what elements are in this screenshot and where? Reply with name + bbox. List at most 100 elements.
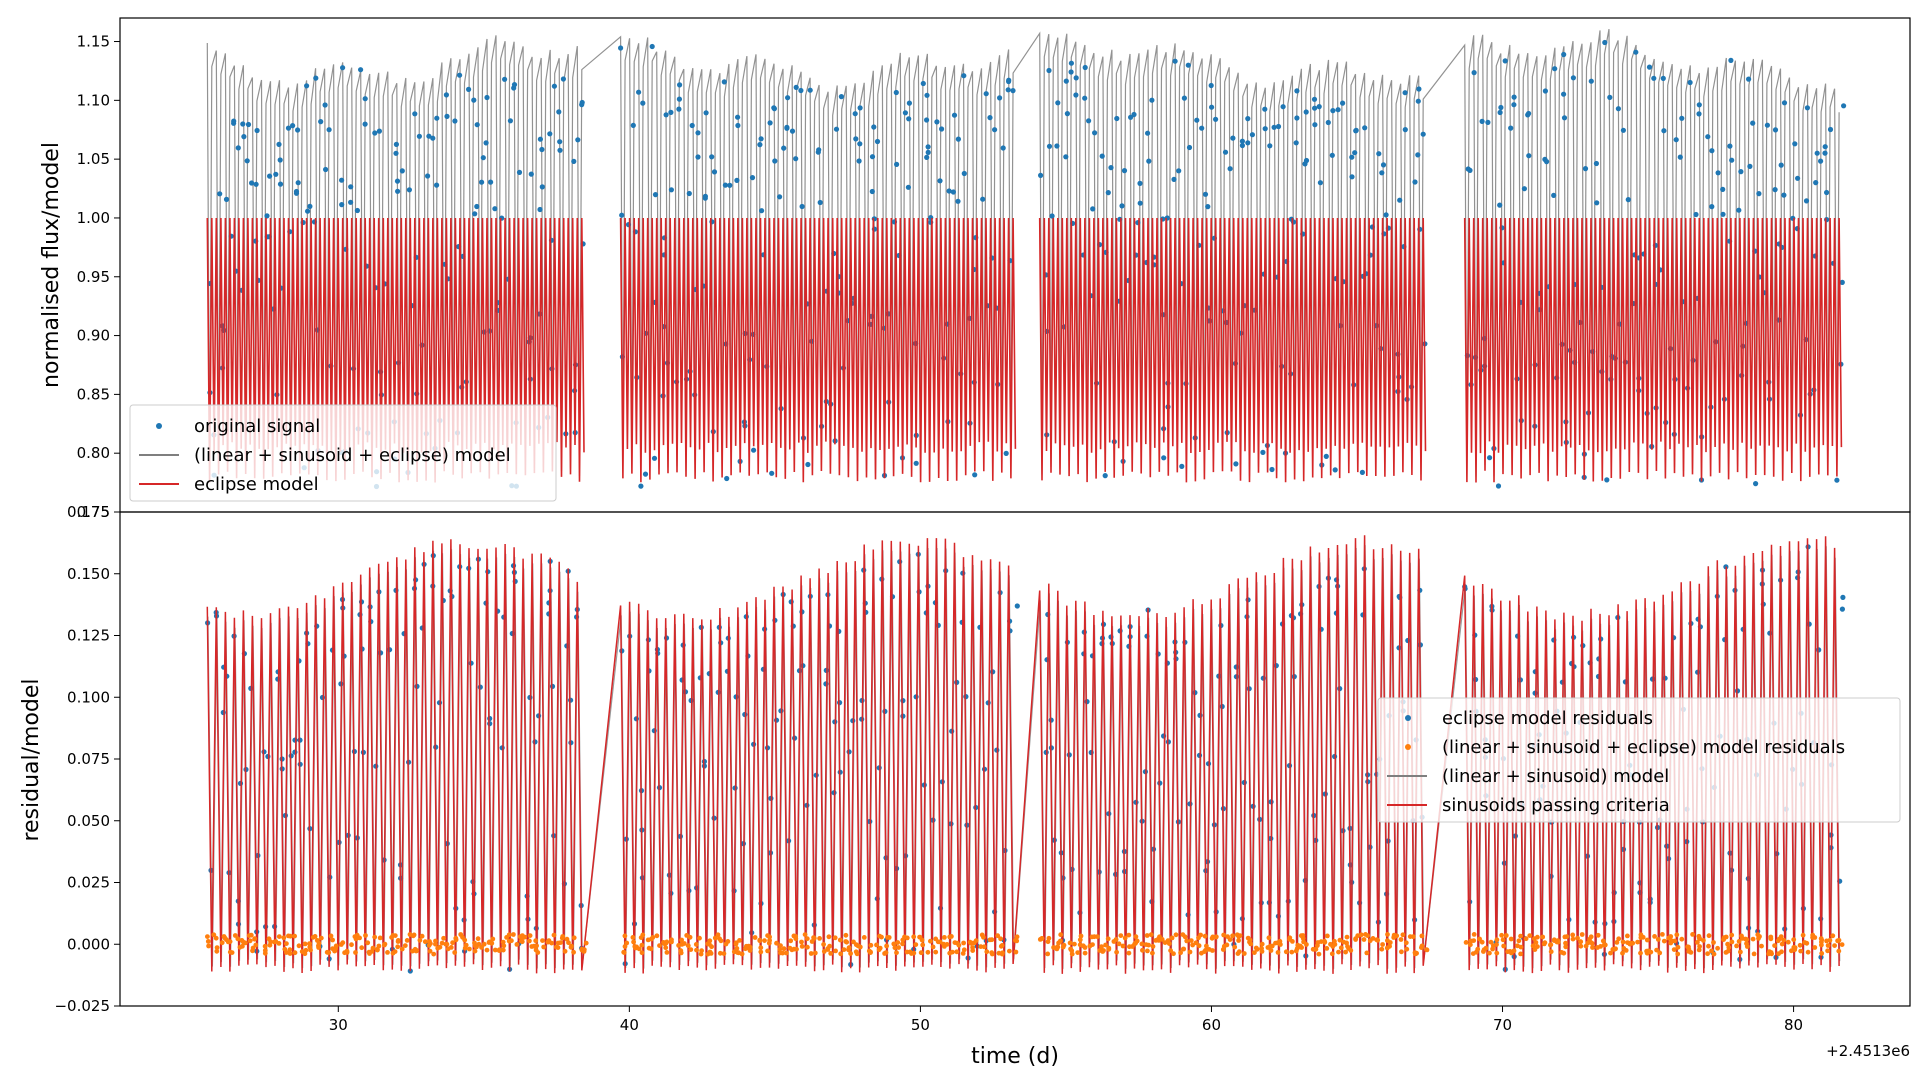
original-signal-point [997, 95, 1003, 101]
original-signal-point [663, 112, 669, 118]
full-model-residual-point [784, 950, 789, 956]
original-signal-point [906, 116, 912, 122]
original-signal-point [273, 171, 279, 177]
full-model-residual-point [669, 939, 674, 945]
original-signal-point [1402, 90, 1408, 96]
original-signal-point [1495, 483, 1502, 489]
full-model-residual-point [1045, 951, 1051, 957]
original-signal-point [925, 149, 931, 155]
original-signal-point [277, 157, 283, 163]
full-model-residual-point [718, 938, 724, 944]
full-model-residual-point [1140, 947, 1145, 953]
original-signal-point [807, 87, 813, 93]
full-model-residual-point [1337, 937, 1343, 943]
original-signal-point [551, 83, 558, 89]
full-model-residual-point [733, 941, 739, 947]
original-signal-point [619, 212, 625, 218]
original-signal-point [1813, 180, 1819, 186]
original-signal-point [1108, 165, 1114, 171]
full-model-residual-point [1387, 940, 1393, 945]
original-signal-point [528, 171, 534, 177]
original-signal-point [1727, 143, 1733, 149]
original-signal-point [1131, 111, 1137, 118]
full-model-residual-point [476, 941, 482, 947]
original-signal-point [293, 188, 300, 195]
full-model-residual-point [1561, 950, 1567, 956]
original-signal-point [1412, 179, 1418, 185]
original-signal-point [798, 87, 804, 94]
original-signal-point [833, 126, 840, 132]
original-signal-point [537, 206, 543, 213]
full-model-residual-point [1353, 936, 1358, 942]
full-model-residual-point [1173, 932, 1179, 938]
full-model-residual-point [540, 938, 545, 943]
full-model-residual-point [303, 947, 309, 953]
full-model-residual-point [281, 935, 287, 941]
full-model-residual-point [316, 945, 321, 950]
full-model-residual-point [821, 942, 826, 947]
full-model-residual-point [752, 935, 758, 940]
original-signal-point [1121, 168, 1128, 174]
original-signal-point [695, 130, 701, 136]
original-signal-point [307, 203, 313, 209]
original-signal-point [934, 119, 940, 125]
original-signal-point [1114, 115, 1120, 122]
original-signal-point [893, 89, 899, 96]
original-signal-point [1818, 158, 1824, 164]
full-model-residual-point [877, 933, 882, 939]
original-signal-point [358, 67, 364, 73]
original-signal-point [1312, 122, 1318, 128]
original-signal-point [1561, 91, 1567, 97]
full-model-residual-point [1248, 941, 1254, 947]
full-model-residual-point [308, 947, 313, 953]
eclipse-residual-point [837, 700, 843, 706]
full-model-residual-point [287, 951, 293, 956]
original-signal-point [1046, 143, 1053, 149]
full-model-residual-point [1220, 947, 1226, 952]
full-model-residual-point [1706, 933, 1712, 939]
eclipse-residual-point [261, 749, 267, 755]
full-model-residual-point [1715, 945, 1720, 951]
full-model-residual-point [395, 938, 401, 943]
eclipse-residual-point [1816, 647, 1822, 653]
full-model-residual-point [837, 937, 843, 943]
full-model-residual-point [1471, 938, 1477, 943]
original-signal-point [1267, 143, 1273, 149]
original-signal-point [777, 194, 783, 200]
original-signal-point [323, 166, 329, 173]
full-model-residual-point [422, 939, 428, 945]
full-model-residual-point [1210, 948, 1215, 953]
full-model-residual-point [1099, 944, 1104, 950]
original-signal-point [1239, 138, 1245, 144]
full-model-residual-point [1171, 951, 1176, 957]
x-tick-label: 40 [620, 1016, 639, 1034]
eclipse-residual-point [701, 758, 708, 765]
full-model-residual-point [1067, 940, 1073, 946]
full-model-residual-point [947, 950, 953, 956]
eclipse-residual-point [900, 698, 906, 704]
original-signal-point [1332, 467, 1338, 473]
full-model-residual-point [1404, 946, 1410, 952]
full-model-residual-point [1779, 941, 1785, 947]
original-signal-point [727, 182, 733, 188]
original-signal-point [1661, 128, 1667, 134]
original-signal-point [1325, 119, 1331, 126]
full-model-residual-point [1503, 933, 1509, 938]
full-model-residual-point [648, 946, 654, 952]
full-model-residual-point [443, 941, 449, 947]
eclipse-residual-point [487, 715, 493, 722]
original-signal-point [557, 139, 563, 145]
full-model-residual-point [1150, 950, 1155, 956]
full-model-residual-point [984, 949, 990, 955]
full-model-residual-point [1078, 933, 1084, 939]
full-model-residual-point [211, 932, 217, 938]
original-signal-point [1099, 153, 1105, 159]
full-model-residual-point [376, 943, 382, 949]
full-model-residual-point [1236, 949, 1242, 955]
full-model-residual-point [509, 938, 514, 944]
full-model-residual-point [843, 932, 849, 938]
original-signal-point [1006, 78, 1012, 85]
original-signal-point [1055, 100, 1061, 106]
x-tick-label: 50 [911, 1016, 930, 1034]
full-model-residual-point [1477, 936, 1482, 942]
